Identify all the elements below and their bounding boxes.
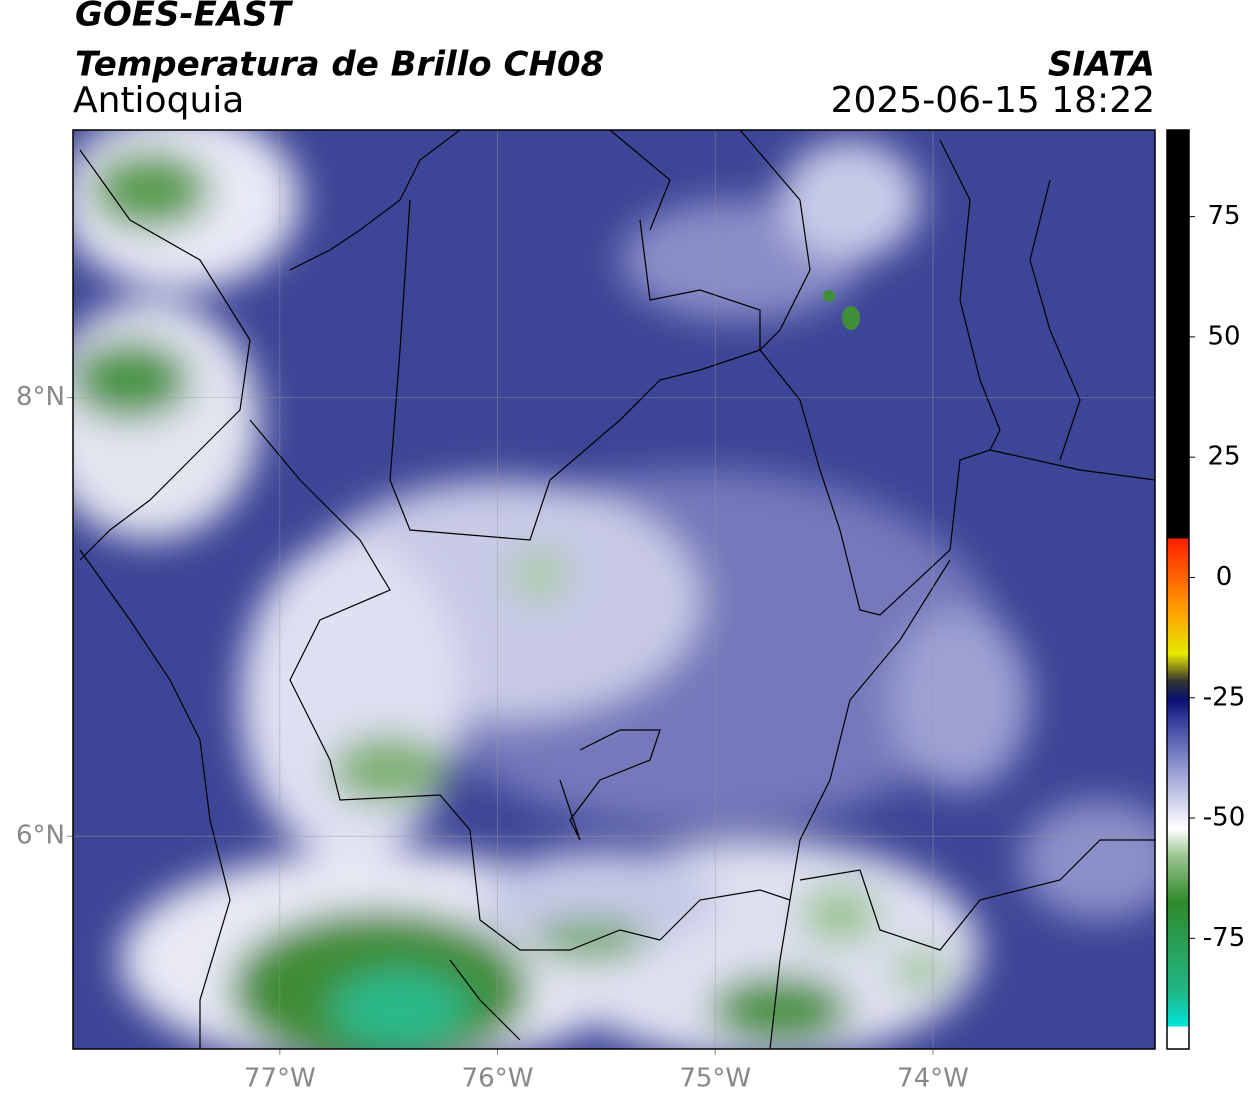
y-tick-label: 6°N	[16, 821, 65, 851]
colorbar-tick-label: -25	[1203, 682, 1245, 712]
title: GOES-EAST	[75, 0, 294, 35]
colorbar-tick-label: -50	[1203, 803, 1245, 833]
region: Antioquia	[73, 80, 244, 121]
x-tick-label: 75°W	[679, 1064, 751, 1094]
colorbar-tick-label: 50	[1207, 321, 1240, 351]
colorbar	[1166, 129, 1190, 1050]
colorbar-tick-label: 25	[1207, 442, 1240, 472]
graticule: 77°W 76°W 75°W 74°W 8°N 6°N	[16, 130, 1155, 1094]
colorbar-tick-label: 0	[1216, 562, 1233, 592]
x-tick-label: 77°W	[244, 1064, 316, 1094]
satellite-image	[73, 130, 1155, 1049]
colorbar-tick-label: -75	[1203, 923, 1245, 953]
x-tick-label: 74°W	[897, 1064, 969, 1094]
y-tick-label: 8°N	[16, 382, 65, 412]
colorbar-tick-label: 75	[1207, 201, 1240, 231]
timestamp: 2025-06-15 18:22	[831, 80, 1155, 121]
map-frame	[72, 129, 1156, 1050]
source: SIATA	[1048, 45, 1155, 85]
x-tick-label: 76°W	[462, 1064, 534, 1094]
colorbar-ticks: 75 50 25 0 -25 -50 -75	[1189, 201, 1245, 953]
subtitle: Temperatura de Brillo CH08	[75, 45, 604, 85]
